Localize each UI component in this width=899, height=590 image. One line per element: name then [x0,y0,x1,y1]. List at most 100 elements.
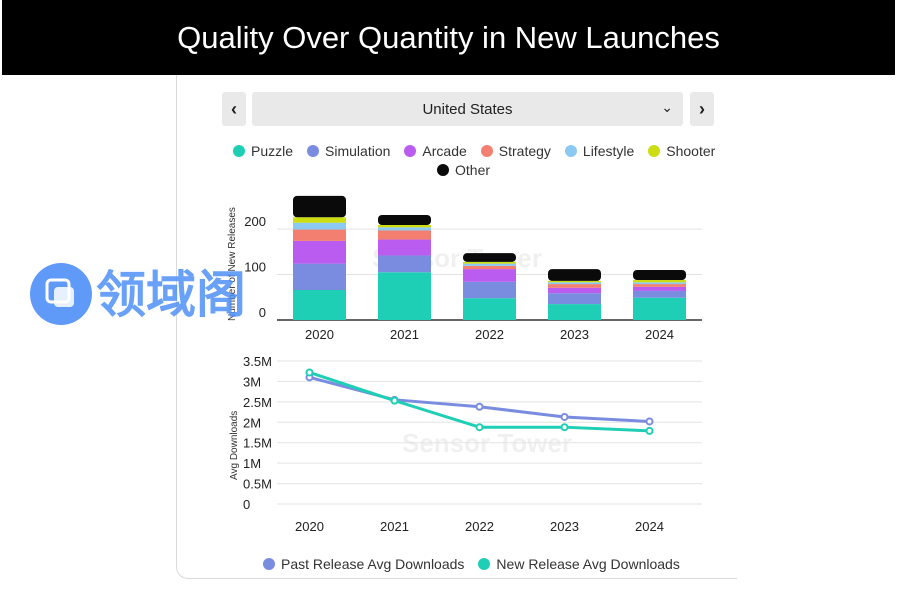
chevron-right-icon: › [699,98,705,119]
line-y-axis-label: Avg Downloads [229,411,240,480]
legend-label: Simulation [325,143,391,159]
bar-segment-puzzle [548,304,601,320]
bar-segment-strategy [293,229,346,241]
bar-segment-other [548,269,601,281]
line-y-tick-label: 2.5M [243,395,272,410]
bar-segment-other [633,270,686,280]
bar-segment-shooter [293,217,346,223]
legend-label: Strategy [498,143,551,159]
legend-dot [263,558,275,570]
brand-watermark: 领域阁 [28,262,288,326]
bar-segment-puzzle [378,272,431,320]
chevron-down-icon: ⌄ [661,99,673,115]
bar-stack-2023 [548,269,601,320]
line-chart: Sensor Tower Avg Downloads 00.5M1M1.5M2M… [229,354,702,534]
bar-segment-lifestyle [463,263,516,266]
line-point [390,396,399,405]
bar-segment-puzzle [293,290,346,320]
legend-dot [564,145,577,157]
legend-dot [437,164,449,176]
chevron-left-icon: ‹ [231,98,237,119]
legend-label: Past Release Avg Downloads [281,556,465,572]
bar-segment-arcade [293,240,346,264]
bar-stack-2021 [378,215,431,320]
legend-item-shooter[interactable]: Shooter [648,143,715,159]
legend-label: Other [455,162,491,178]
prev-country-button[interactable]: ‹ [222,92,246,126]
bar-segment-strategy [548,284,601,288]
bar-x-tick-label: 2024 [645,327,674,342]
line-x-tick-label: 2021 [380,519,409,534]
legend-dot [648,145,661,157]
bar-y-axis-label: Number of New Releases [227,207,238,321]
line-x-tick-label: 2023 [550,519,579,534]
legend-label: Shooter [666,143,716,159]
bar-segment-lifestyle [548,282,601,285]
legend-item-lifestyle[interactable]: Lifestyle [564,143,635,159]
line-x-tick-label: 2022 [465,519,494,534]
bar-segment-shooter [548,280,601,283]
bar-segment-simulation [378,255,431,273]
legend-item-strategy[interactable]: Strategy [480,143,551,159]
bar-segment-simulation [633,290,686,298]
legend-item-arcade[interactable]: Arcade [404,143,467,159]
legend-dot [480,145,493,157]
bar-segment-lifestyle [293,222,346,230]
legend-dot [404,145,417,157]
legend-label: Arcade [422,143,467,159]
bar-segment-arcade [378,239,431,256]
line-legend: Past Release Avg Downloads New Release A… [263,556,680,572]
bar-y-tick-label: 100 [244,260,266,275]
line-y-tick-label: 1M [243,456,261,471]
line-path [308,375,651,423]
bar-segment-arcade [633,286,686,291]
bar-x-tick-label: 2020 [305,327,334,342]
line-y-tick-label: 1.5M [243,436,272,451]
bar-segment-simulation [548,293,601,305]
bar-segment-arcade [463,269,516,282]
legend-label: Puzzle [251,143,294,159]
bar-stack-2020 [293,195,346,320]
bar-segment-puzzle [633,297,686,320]
bar-y-tick-label: 200 [244,214,266,229]
bar-stack-2024 [633,270,686,320]
country-dropdown-value: United States [422,100,513,118]
bar-segment-strategy [378,230,431,240]
line-point [475,423,484,432]
line-y-tick-label: 2M [243,415,261,430]
legend-item-new-release[interactable]: New Release Avg Downloads [478,556,680,572]
country-dropdown[interactable]: United States ⌄ [252,92,683,126]
bar-segment-other [378,215,431,225]
bar-y-tick-label: 0 [259,305,266,320]
line-point [645,417,654,426]
bar-segment-lifestyle [633,282,686,285]
line-point [560,412,569,421]
bar-stack-2022 [463,253,516,320]
brand-logo-icon: 领域阁 [30,263,246,325]
bar-x-tick-label: 2023 [560,327,589,342]
line-y-tick-label: 0.5M [243,477,272,492]
next-country-button[interactable]: › [690,92,714,126]
bar-segment-arcade [548,287,601,294]
bar-segment-shooter [633,280,686,283]
line-x-tick-label: 2020 [295,519,324,534]
legend-item-other[interactable]: Other [437,162,490,178]
bar-segment-simulation [293,263,346,290]
line-point [645,426,654,435]
legend-item-simulation[interactable]: Simulation [307,143,390,159]
bar-x-tick-label: 2021 [390,327,419,342]
brand-text: 领域阁 [96,267,246,323]
bar-segment-strategy [463,265,516,270]
bar-segment-other [293,195,346,218]
legend-dot [478,558,491,570]
line-point [475,402,484,411]
bar-legend-row2: Other [437,162,504,178]
line-point [560,423,569,432]
bar-segment-lifestyle [378,227,431,231]
legend-item-puzzle[interactable]: Puzzle [233,143,293,159]
legend-label: Lifestyle [582,143,635,159]
legend-item-past-release[interactable]: Past Release Avg Downloads [263,556,464,572]
line-point [305,368,314,377]
chart-card [176,75,737,579]
bar-segment-other [463,253,516,262]
